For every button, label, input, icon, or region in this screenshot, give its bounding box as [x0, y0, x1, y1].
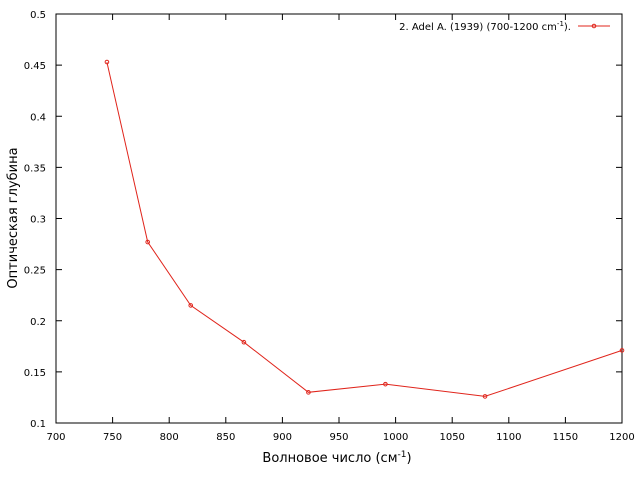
x-tick-label: 800: [160, 432, 179, 443]
legend-series-name: 2. Adel A. (1939) (700-1200 cm: [399, 22, 557, 33]
x-axis-label: Волновое число (см-1): [262, 450, 411, 466]
y-tick-label: 0.2: [30, 317, 46, 328]
x-tick-label: 1100: [496, 432, 521, 443]
legend-series-tail: ).: [564, 22, 571, 33]
data-point: [383, 381, 388, 387]
legend-series-sup: -1: [557, 20, 564, 28]
axis-tick-labels: 700 750 800 850 900 950 1000 1050 1100 1150 1200 0.…: [24, 10, 635, 443]
data-point: [188, 303, 194, 308]
series-line: [106, 61, 623, 397]
y-tick-label: 0.35: [24, 163, 46, 174]
x-tick-label: 950: [329, 432, 348, 443]
data-point: [145, 239, 150, 245]
y-tick-label: 0.25: [24, 266, 46, 277]
data-point: [104, 59, 110, 65]
y-axis-label: Оптическая глубина: [6, 147, 21, 288]
x-tick-label: 1000: [383, 432, 408, 443]
legend-series-label: 2. Adel A. (1939) (700-1200 cm-1).: [399, 20, 571, 33]
x-tick-label: 850: [216, 432, 235, 443]
y-tick-label: 0.15: [24, 368, 46, 379]
x-tick-label: 900: [273, 432, 292, 443]
data-point: [306, 390, 311, 395]
x-axis-label-tail: ): [406, 451, 411, 466]
x-axis-label-sup: -1: [398, 450, 407, 460]
y-tick-label: 0.3: [30, 215, 46, 226]
axis-ticks: [55, 13, 623, 424]
y-tick-label: 0.1: [30, 419, 46, 430]
x-tick-label: 1050: [439, 432, 464, 443]
y-tick-label: 0.4: [30, 112, 46, 123]
data-point: [619, 348, 625, 353]
data-point: [482, 394, 488, 399]
y-tick-label: 0.5: [30, 10, 46, 21]
x-tick-label: 700: [46, 432, 65, 443]
legend: 2. Adel A. (1939) (700-1200 cm-1).: [399, 20, 610, 33]
data-point: [241, 339, 247, 345]
x-tick-label: 750: [103, 432, 122, 443]
x-tick-label: 1200: [609, 432, 634, 443]
plot-frame: [55, 13, 623, 424]
x-axis-label-main: Волновое число (см: [262, 451, 397, 466]
y-tick-label: 0.45: [24, 61, 46, 72]
legend-marker-sample: [591, 23, 597, 29]
x-tick-label: 1150: [553, 432, 578, 443]
series-layer: [104, 59, 625, 399]
